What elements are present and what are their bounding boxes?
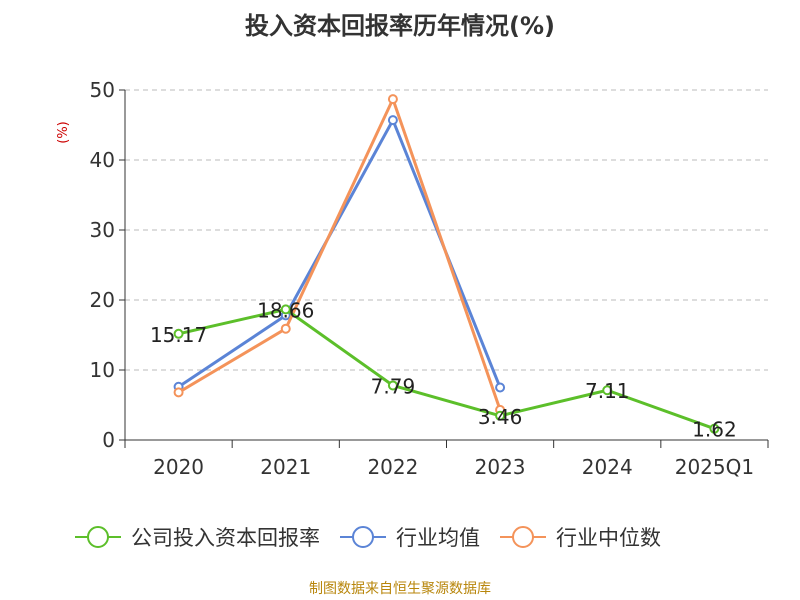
legend-label: 行业中位数 bbox=[556, 526, 661, 550]
x-tick-label: 2020 bbox=[153, 455, 204, 479]
y-tick-label: 50 bbox=[90, 78, 115, 102]
data-point bbox=[173, 387, 184, 398]
x-tick-label: 2023 bbox=[475, 455, 526, 479]
series-line bbox=[178, 307, 715, 431]
y-tick-label: 0 bbox=[102, 428, 115, 452]
y-tick-label: 10 bbox=[90, 358, 115, 382]
y-tick-label: 40 bbox=[90, 148, 115, 172]
data-point bbox=[495, 382, 506, 393]
legend-label: 行业均值 bbox=[396, 526, 480, 550]
legend-marker bbox=[352, 526, 374, 548]
data-point bbox=[280, 304, 291, 315]
x-tick-label: 2022 bbox=[367, 455, 418, 479]
chart-title: 投入资本回报率历年情况(%) bbox=[245, 12, 555, 40]
data-label: 1.62 bbox=[692, 418, 737, 442]
data-point bbox=[173, 328, 184, 339]
data-point bbox=[602, 385, 613, 396]
source-note: 制图数据来自恒生聚源数据库 bbox=[309, 581, 491, 597]
data-point bbox=[709, 423, 720, 434]
series-line bbox=[177, 97, 502, 411]
data-label: 7.11 bbox=[585, 379, 630, 403]
data-point bbox=[495, 410, 506, 421]
data-label: 3.46 bbox=[478, 405, 523, 429]
legend-marker bbox=[512, 526, 534, 548]
y-tick-label: 20 bbox=[90, 288, 115, 312]
legend-label: 公司投入资本回报率 bbox=[131, 526, 320, 550]
data-label: 15.17 bbox=[150, 323, 207, 347]
data-label: 7.79 bbox=[371, 374, 416, 398]
data-label: 18.66 bbox=[257, 298, 314, 322]
y-tick-label: 30 bbox=[90, 218, 115, 242]
data-point bbox=[387, 94, 398, 105]
x-tick-label: 2024 bbox=[582, 455, 633, 479]
data-point bbox=[387, 380, 398, 391]
data-point bbox=[387, 115, 398, 126]
legend-marker bbox=[87, 526, 109, 548]
data-point bbox=[280, 323, 291, 334]
x-tick-label: 2025Q1 bbox=[675, 455, 754, 479]
x-tick-label: 2021 bbox=[260, 455, 311, 479]
